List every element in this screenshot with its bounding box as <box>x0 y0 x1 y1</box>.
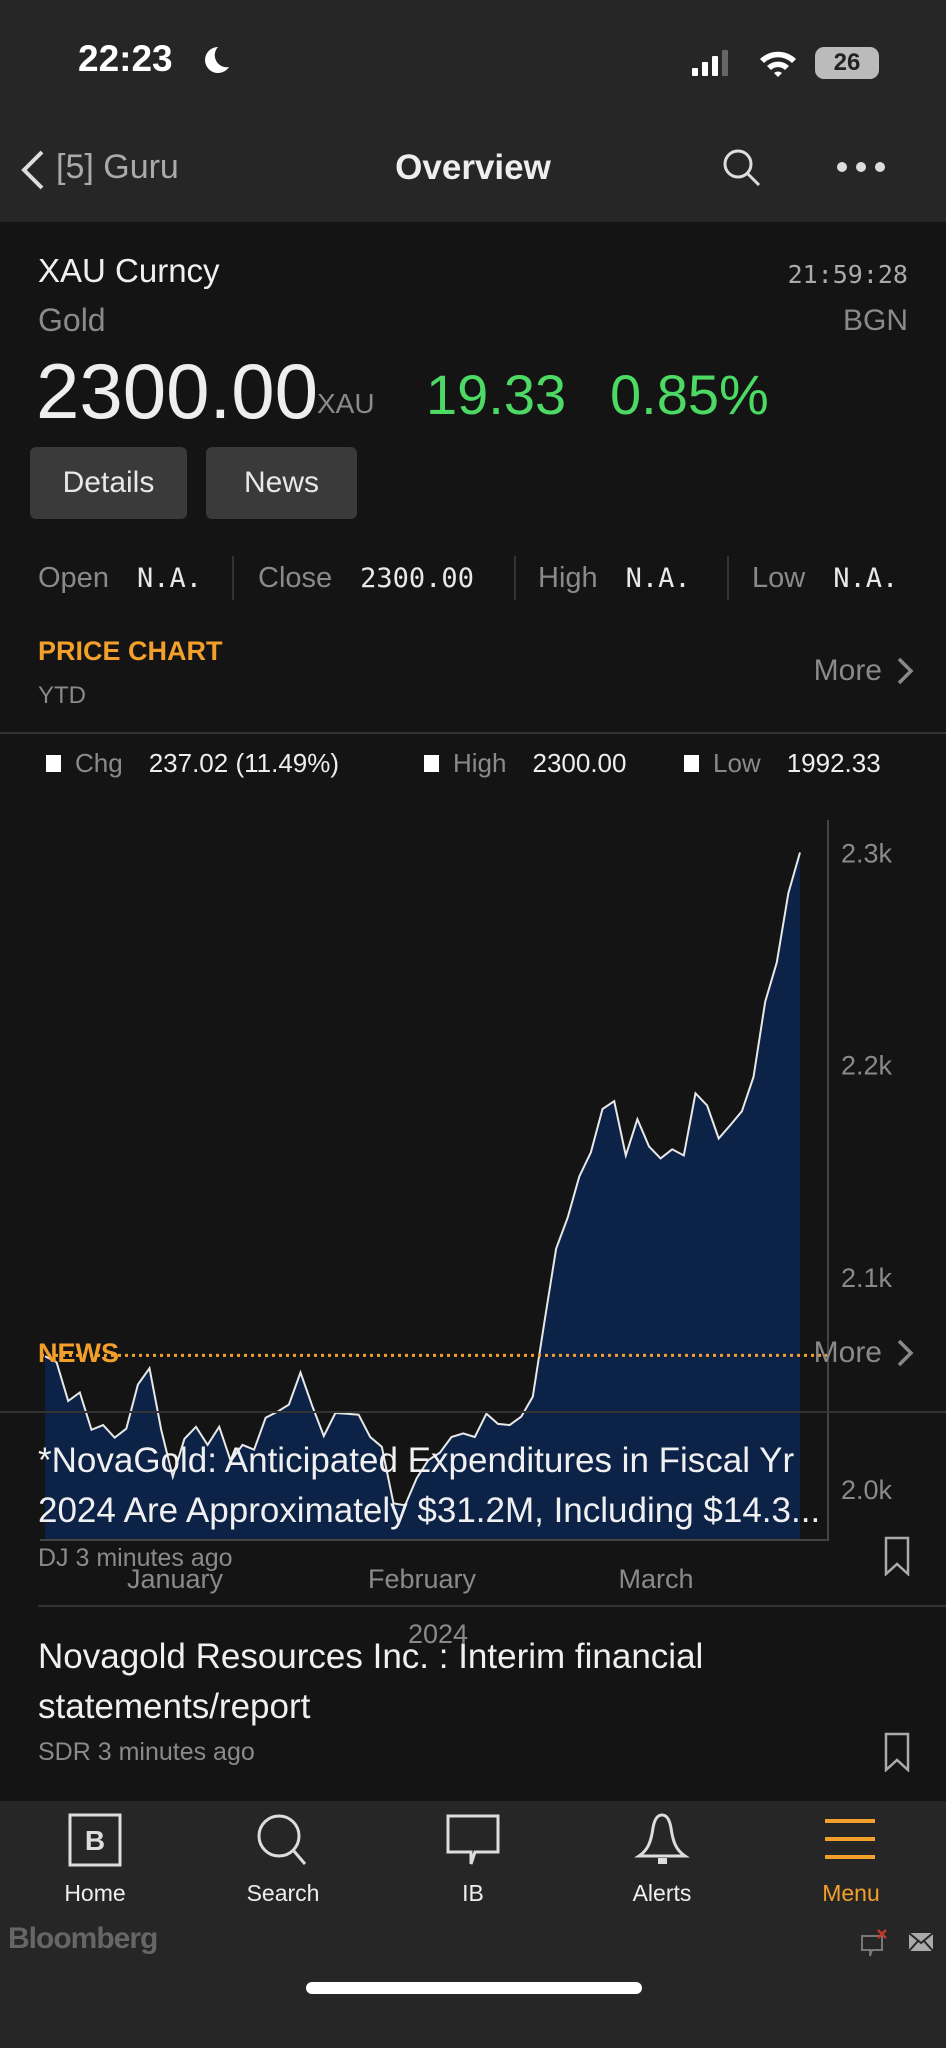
open-label: Open <box>38 561 109 594</box>
area-fill <box>45 852 800 1539</box>
divider <box>0 732 946 734</box>
chevron-left-icon[interactable] <box>18 148 48 192</box>
x-year-label: 2024 <box>408 1619 468 1649</box>
chevron-right-icon <box>897 1339 914 1367</box>
open-value: N.A. <box>136 562 202 594</box>
pct-change: 0.85% <box>610 363 769 426</box>
bloomberg-logo: Bloomberg <box>8 1922 158 1955</box>
more-label: More <box>813 654 882 687</box>
legend-marker <box>46 755 61 772</box>
bookmark-icon[interactable] <box>884 1732 910 1772</box>
price-source: BGN <box>842 304 908 337</box>
quote-time: 21:59:28 <box>787 260 908 289</box>
hamburger-menu-icon <box>825 1819 875 1859</box>
high-value: N.A. <box>625 562 691 594</box>
chat-disconnected-icon[interactable] <box>860 1928 888 1960</box>
x-tick-label: February <box>368 1564 477 1594</box>
wifi-icon <box>760 51 796 77</box>
moon-icon <box>205 47 229 73</box>
news-section-title: NEWS <box>38 1338 119 1368</box>
y-tick-label: 2.0k <box>841 1475 893 1505</box>
y-tick-label: 2.2k <box>841 1051 893 1081</box>
high-field: High N.A. <box>538 556 691 600</box>
news-headline[interactable]: Novagold Resources Inc. : Interim financ… <box>38 1632 908 1732</box>
close-label: Close <box>258 561 333 594</box>
chart-period: YTD <box>38 682 86 709</box>
close-value: 2300.00 <box>360 562 474 594</box>
price-chart[interactable]: 2.3k 2.2k 2.1k 2.0k January February March 2024 <box>0 0 946 1680</box>
x-tick-label: January <box>127 1564 224 1594</box>
low-value: N.A. <box>833 562 899 594</box>
legend-high-value: 2300.00 <box>532 748 627 778</box>
battery-icon: 26 <box>815 47 879 79</box>
tab-label: Search <box>246 1880 320 1906</box>
legend-high-label: High <box>453 748 507 778</box>
tab-label: Home <box>64 1880 126 1906</box>
signal-icon <box>692 50 728 76</box>
chevron-right-icon <box>897 657 914 685</box>
header <box>0 0 946 222</box>
search-icon <box>257 1814 307 1865</box>
headline-line: Novagold Resources Inc. : Interim financ… <box>38 1637 704 1676</box>
low-label: Low <box>752 561 806 594</box>
news-button[interactable]: News <box>206 447 357 519</box>
price-chart-title: PRICE CHART <box>38 636 223 666</box>
x-tick-label: March <box>618 1564 693 1594</box>
tab-label: Menu <box>822 1880 880 1906</box>
price-currency: XAU <box>317 388 375 419</box>
high-label: High <box>538 561 598 594</box>
legend-chg-value: 237.02 (11.49%) <box>148 748 340 778</box>
divider <box>232 556 234 600</box>
status-time: 22:23 <box>78 38 173 79</box>
bell-icon <box>634 1813 690 1864</box>
home-indicator[interactable] <box>306 1982 642 1994</box>
details-button[interactable]: Details <box>30 447 187 519</box>
headline-line: 2024 Are Approximately $31.2M, Including… <box>38 1491 821 1530</box>
news-more-button[interactable]: More <box>814 1336 914 1370</box>
last-price: 2300.00 <box>36 347 318 435</box>
divider <box>0 1411 946 1413</box>
tab-label: Alerts <box>632 1880 692 1906</box>
legend-marker <box>424 755 439 772</box>
security-name: Gold <box>38 302 106 338</box>
y-tick-label: 2.1k <box>841 1263 893 1293</box>
more-icon[interactable] <box>836 160 886 174</box>
svg-text:B: B <box>85 1825 105 1856</box>
more-label: More <box>813 1336 882 1369</box>
legend-chg-label: Chg <box>75 748 123 778</box>
net-change: 19.33 <box>426 363 567 426</box>
legend-high: High 2300.00 <box>424 748 626 779</box>
news-headline[interactable]: *NovaGold: Anticipated Expenditures in F… <box>38 1436 908 1536</box>
ticker: XAU Curncy <box>38 252 220 289</box>
mail-icon[interactable] <box>908 1932 934 1952</box>
close-field: Close 2300.00 <box>258 556 474 600</box>
open-field: Open N.A. <box>38 556 202 600</box>
divider <box>38 1605 946 1607</box>
search-icon[interactable] <box>722 148 762 188</box>
bloomberg-b-icon: B <box>68 1813 122 1867</box>
headline-line: *NovaGold: Anticipated Expenditures in F… <box>38 1441 795 1480</box>
divider <box>727 556 729 600</box>
legend-low-label: Low <box>713 748 761 778</box>
news-meta: SDR 3 minutes ago <box>38 1738 255 1766</box>
divider <box>514 556 516 600</box>
chart-more-button[interactable]: More <box>814 654 914 688</box>
low-field: Low N.A. <box>752 556 898 600</box>
y-tick-label: 2.3k <box>841 839 893 869</box>
news-meta: DJ 3 minutes ago <box>38 1544 233 1572</box>
bookmark-icon[interactable] <box>884 1536 910 1576</box>
legend-low: Low 1992.33 <box>684 748 881 779</box>
legend-low-value: 1992.33 <box>786 748 881 778</box>
tab-bar <box>0 1801 946 2048</box>
chat-bubble-icon <box>446 1814 500 1865</box>
back-button[interactable]: [5] Guru <box>56 148 179 186</box>
legend-marker <box>684 755 699 772</box>
tab-label: IB <box>462 1880 484 1906</box>
headline-line: statements/report <box>38 1687 311 1726</box>
price-line <box>44 852 801 1507</box>
legend-chg: Chg 237.02 (11.49%) <box>46 748 339 779</box>
